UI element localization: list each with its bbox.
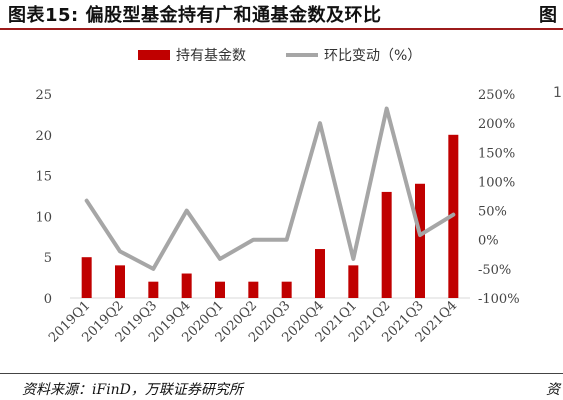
x-tick-labels: 2019Q12019Q22019Q32019Q42020Q12020Q22020… xyxy=(46,298,460,345)
right-tick-label: 150% xyxy=(478,146,515,161)
legend-bar-label: 持有基金数 xyxy=(176,47,246,64)
bar-2020Q3 xyxy=(281,281,292,298)
legend: 持有基金数 环比变动（%） xyxy=(138,47,421,64)
left-tick-label: 10 xyxy=(35,210,52,225)
bar-2020Q4 xyxy=(315,249,325,298)
line-path xyxy=(84,106,456,271)
bar-2019Q3 xyxy=(148,281,159,298)
bar-2021Q3 xyxy=(415,183,425,298)
right-tick-label: 50% xyxy=(478,205,507,220)
clipped-axis-fragment: 1 xyxy=(553,85,562,101)
bar-2019Q4 xyxy=(181,273,192,298)
right-tick-label: 200% xyxy=(478,117,515,132)
bar-2021Q1 xyxy=(348,265,359,298)
legend-bar-swatch xyxy=(138,50,170,60)
left-tick-label: 0 xyxy=(44,292,52,307)
bar-2020Q1 xyxy=(215,281,225,298)
bar-2021Q2 xyxy=(381,191,392,298)
right-tick-label: 100% xyxy=(478,175,515,190)
right-tick-label: 0% xyxy=(478,234,499,249)
right-tick-label: -50% xyxy=(478,263,511,278)
left-tick-label: 20 xyxy=(35,129,52,144)
bar-2019Q1 xyxy=(81,257,92,298)
left-tick-label: 15 xyxy=(35,170,52,185)
right-tick-label: 250% xyxy=(478,88,515,103)
title-rule xyxy=(0,28,563,30)
axes: 0 5 10 15 20 25 -100% -50% 0% 50% 100% 150% 200% 250% xyxy=(35,88,519,307)
left-tick-label: 25 xyxy=(35,88,52,103)
left-tick-label: 5 xyxy=(44,251,52,266)
source-note: 资料来源：iFinD，万联证券研究所 xyxy=(22,382,243,398)
bar-2019Q2 xyxy=(115,265,125,298)
right-tick-label: -100% xyxy=(478,292,520,307)
legend-line-label: 环比变动（%） xyxy=(324,48,421,64)
figure-title: 图表15: 偏股型基金持有广和通基金数及环比 xyxy=(8,5,382,26)
clipped-title-fragment: 图 xyxy=(539,5,557,26)
line-series xyxy=(84,106,456,271)
clipped-source-fragment: 资 xyxy=(546,382,560,398)
bar-2020Q2 xyxy=(248,281,259,298)
footer-rule xyxy=(0,373,563,374)
